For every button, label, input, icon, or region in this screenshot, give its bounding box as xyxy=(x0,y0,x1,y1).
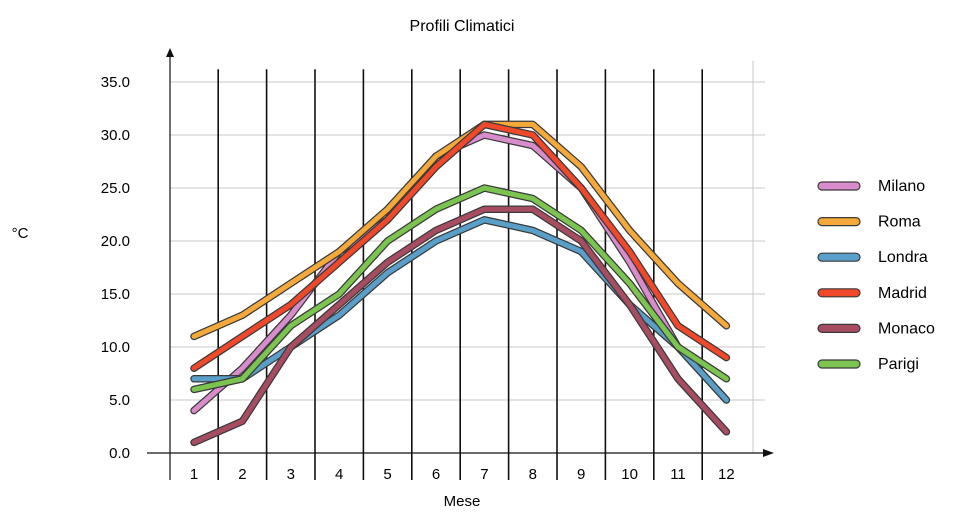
legend-swatch xyxy=(817,252,861,262)
series-lines xyxy=(190,120,731,447)
y-tick-label: 0.0 xyxy=(109,445,130,462)
y-tick-label: 35.0 xyxy=(101,74,130,91)
x-axis-label: Mese xyxy=(444,493,481,510)
x-tick-label: 8 xyxy=(529,466,537,483)
x-tick-label: 11 xyxy=(670,466,686,483)
y-axis-label: °C xyxy=(12,225,29,242)
series-line-roma xyxy=(191,121,729,339)
x-tick-label: 12 xyxy=(718,466,735,483)
legend-swatch xyxy=(817,323,861,333)
legend-swatch xyxy=(817,181,861,191)
y-tick-label: 15.0 xyxy=(101,286,130,303)
series-line-monaco xyxy=(191,206,729,445)
y-tick-label: 30.0 xyxy=(101,127,130,144)
x-tick-label: 7 xyxy=(480,466,488,483)
chart-title: Profili Climatici xyxy=(410,18,515,35)
y-tick-label: 10.0 xyxy=(101,339,130,356)
legend-swatch xyxy=(817,359,861,369)
y-axis-arrow xyxy=(166,48,174,57)
tick-labels: 0.05.010.015.020.025.030.035.01 2 3 4 5 6 7 8 9 1… xyxy=(101,74,735,483)
y-tick-label: 25.0 xyxy=(101,180,130,197)
x-tick-label: 2 xyxy=(238,466,246,483)
legend-label: Madrid xyxy=(878,285,927,302)
x-tick-label: 10 xyxy=(621,466,638,483)
series-line-madrid xyxy=(191,121,729,371)
x-tick-label: 1 xyxy=(190,466,198,483)
x-tick-label: 5 xyxy=(383,466,391,483)
legend-label: Parigi xyxy=(878,356,919,373)
legend-label: Londra xyxy=(878,249,928,266)
x-tick-label: 6 xyxy=(432,466,440,483)
legend: Milano Roma Londra Madrid Monaco Parigi xyxy=(817,178,935,373)
legend-swatch xyxy=(817,288,861,298)
y-tick-label: 5.0 xyxy=(109,392,130,409)
legend-label: Monaco xyxy=(878,320,935,337)
legend-label: Roma xyxy=(878,214,921,231)
x-tick-label: 4 xyxy=(335,466,343,483)
series-line-parigi xyxy=(191,185,729,392)
legend-swatch xyxy=(817,217,861,227)
x-tick-label: 3 xyxy=(287,466,295,483)
x-tick-label: 9 xyxy=(577,466,585,483)
x-axis-arrow xyxy=(763,449,774,457)
grid xyxy=(170,60,765,480)
axes xyxy=(147,48,774,480)
legend-label: Milano xyxy=(878,178,925,195)
y-tick-label: 20.0 xyxy=(101,233,130,250)
